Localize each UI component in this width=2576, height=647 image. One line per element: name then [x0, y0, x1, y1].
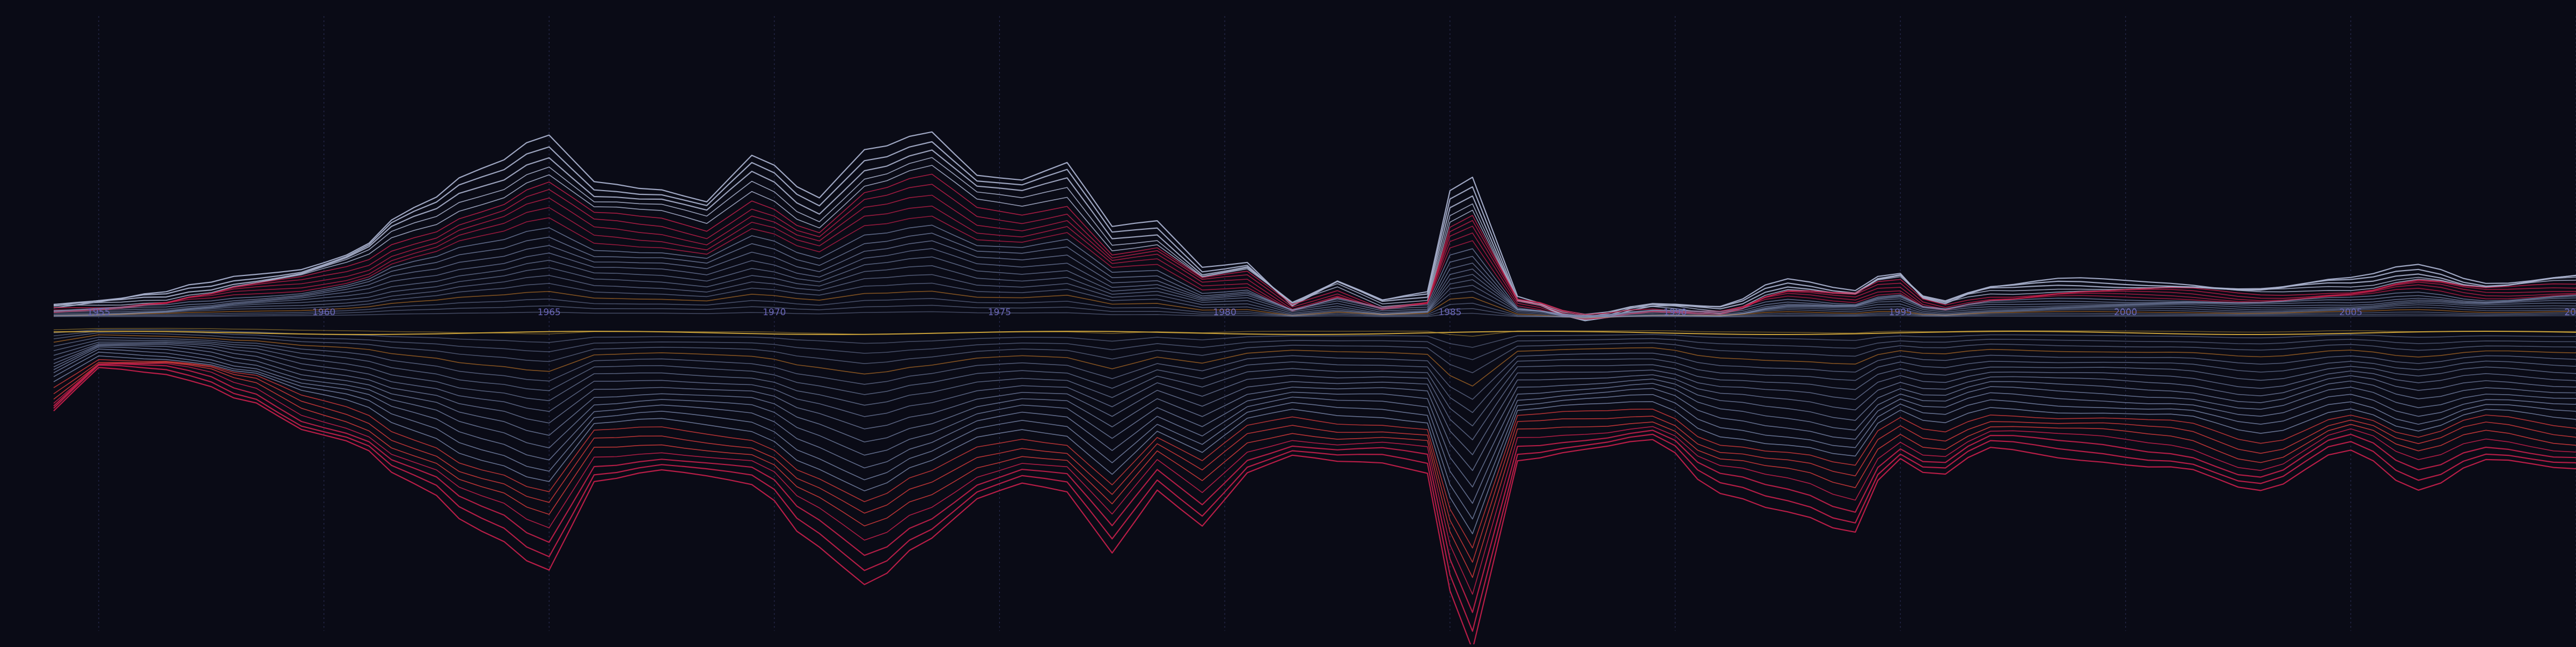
series-line-41: [53, 363, 2576, 595]
series-line-42: [53, 363, 2576, 613]
x-tick-label-1995: 1995: [1889, 307, 1912, 318]
series-line-24: [53, 329, 2576, 348]
grid-layer: [98, 16, 2576, 631]
series-line-34: [53, 346, 2576, 488]
series-line-30: [53, 341, 2576, 426]
series-layer: [53, 131, 2576, 647]
series-line-35: [53, 348, 2576, 504]
x-tick-label-1985: 1985: [1438, 307, 1461, 318]
series-line-21: [53, 304, 2576, 318]
series-line-32: [53, 344, 2576, 455]
series-line-43: [53, 364, 2576, 632]
series-line-19: [53, 290, 2576, 318]
series-line-15: [53, 256, 2576, 317]
series-line-37: [53, 355, 2576, 534]
series-line-12: [53, 232, 2576, 318]
series-line-40: [53, 362, 2576, 578]
series-line-8: [53, 194, 2576, 318]
series-line-17: [53, 274, 2576, 318]
x-tick-label-1960: 1960: [312, 307, 335, 318]
series-line-28: [53, 337, 2576, 400]
series-line-33: [53, 345, 2576, 471]
series-line-center: [53, 330, 2576, 336]
tick-layer: 1955 1960 1965 1970 1975 1980 1985 1990 1995 2000…: [87, 307, 2576, 318]
x-tick-label-1975: 1975: [988, 307, 1011, 318]
x-tick-label-2010: 2010: [2564, 307, 2576, 318]
series-line-36: [53, 352, 2576, 520]
series-line-38: [53, 359, 2576, 549]
series-line-20: [53, 298, 2576, 318]
series-line-26: [53, 332, 2576, 373]
series-line-25: [53, 331, 2576, 360]
series-line-31: [53, 343, 2576, 440]
series-line-14: [53, 248, 2576, 316]
series-line-18: [53, 282, 2576, 318]
series-line-29: [53, 339, 2576, 413]
x-tick-label-2005: 2005: [2339, 307, 2362, 318]
series-line-13: [53, 240, 2576, 317]
x-tick-label-1955: 1955: [87, 307, 110, 318]
series-line-39: [53, 361, 2576, 563]
series-line-6: [53, 173, 2576, 315]
series-line-1: [53, 131, 2576, 322]
x-tick-label-2000: 2000: [2114, 307, 2137, 318]
x-tick-label-1980: 1980: [1213, 307, 1236, 318]
x-tick-label-1965: 1965: [538, 307, 561, 318]
x-tick-label-1990: 1990: [1664, 307, 1687, 318]
series-line-27: [53, 334, 2576, 387]
series-line-7: [54, 184, 2576, 317]
series-line-16: [54, 265, 2576, 317]
series-line-44: [53, 367, 2576, 647]
series-line-22: [54, 311, 2576, 318]
x-tick-label-1970: 1970: [763, 307, 786, 318]
